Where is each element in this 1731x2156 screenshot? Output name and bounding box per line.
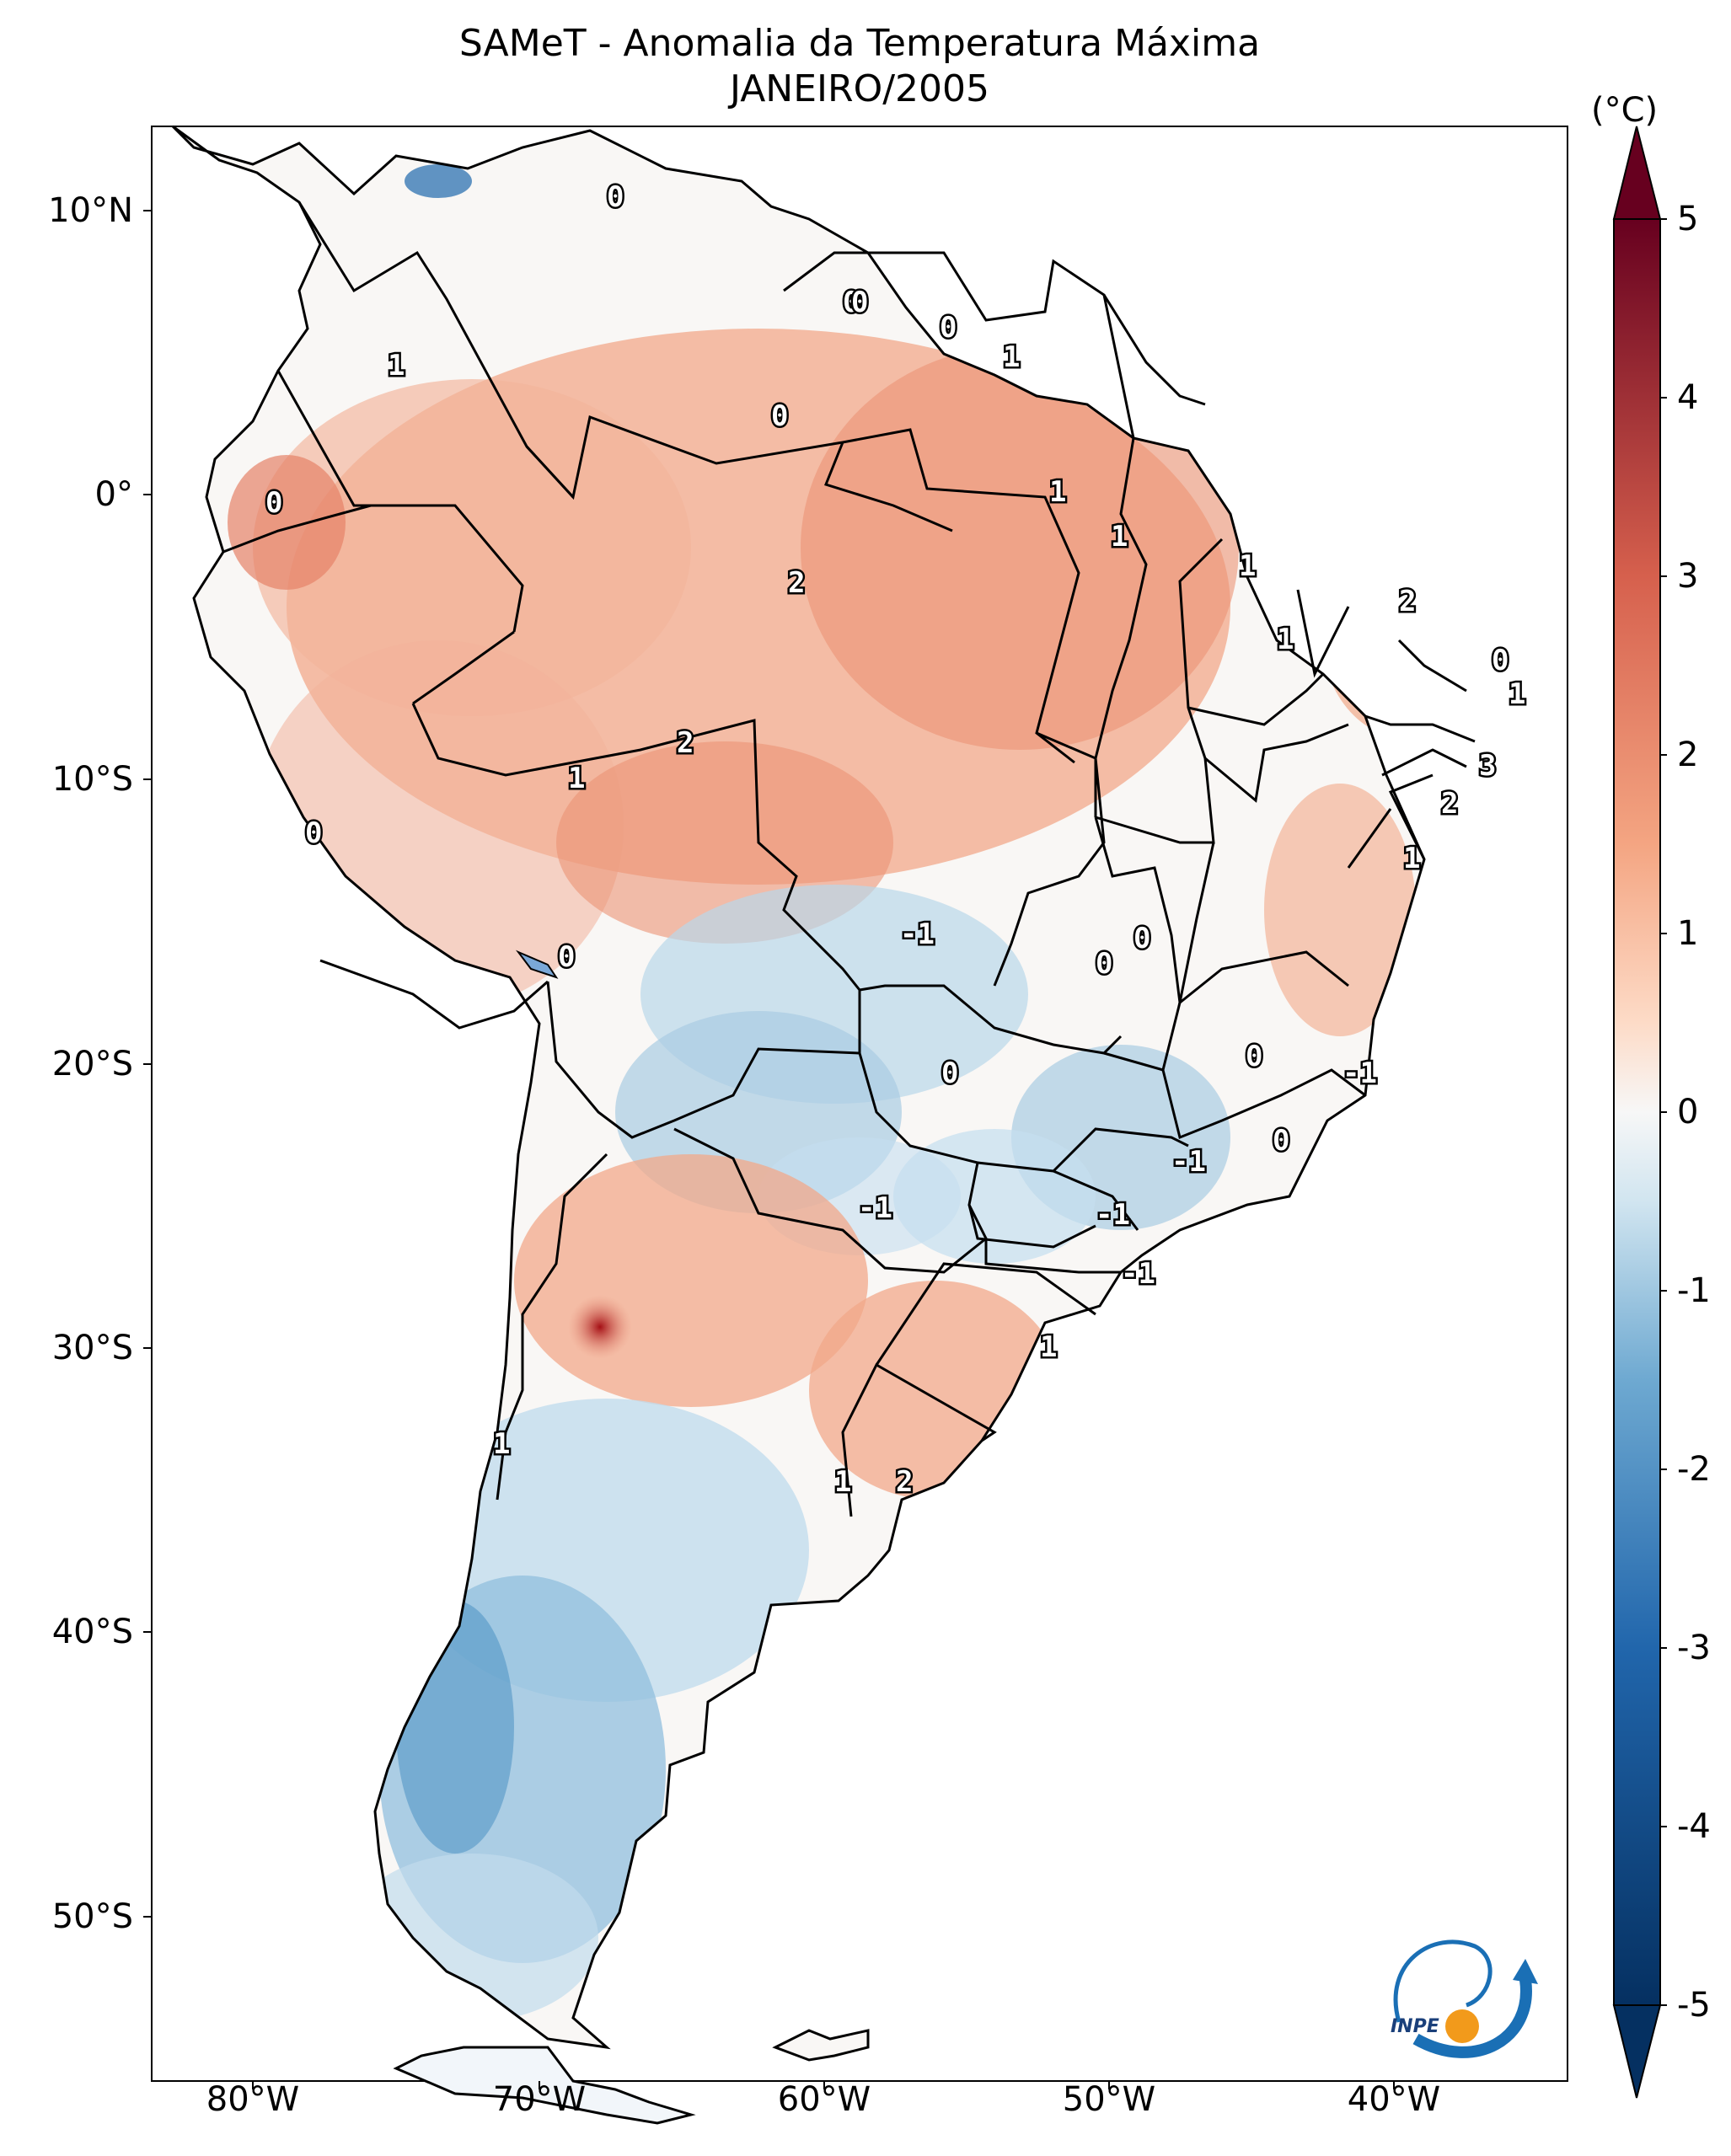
contour-label: 1 bbox=[1049, 475, 1066, 509]
contour-label: -1 bbox=[1171, 1145, 1206, 1179]
contour-label: 0 bbox=[941, 1057, 958, 1090]
contour-label: -1 bbox=[1342, 1057, 1377, 1090]
colorbar bbox=[1612, 126, 1667, 2099]
contour-label: 0 bbox=[1096, 947, 1112, 981]
contour-label: 0 bbox=[940, 311, 957, 345]
lat-label: 30°S bbox=[51, 1329, 133, 1367]
contour-label: 0 bbox=[1492, 644, 1509, 677]
contour-label: 1 bbox=[493, 1427, 510, 1461]
map-subtitle: JANEIRO/2005 bbox=[730, 67, 989, 110]
inpe-logo: INPE bbox=[1391, 1939, 1538, 2058]
lon-label: 40°W bbox=[1347, 2080, 1441, 2119]
lon-label: 60°W bbox=[777, 2080, 871, 2119]
contour-label: 1 bbox=[1403, 842, 1420, 875]
contour-label: 0 bbox=[771, 399, 788, 433]
axis-ticks bbox=[143, 210, 1395, 2089]
colorbar-tick: 4 bbox=[1677, 378, 1699, 417]
lat-label: 40°S bbox=[51, 1613, 133, 1651]
tierra-del-fuego bbox=[393, 2046, 696, 2125]
lat-label: 0° bbox=[94, 475, 133, 514]
contour-label: 2 bbox=[1399, 585, 1416, 618]
lat-label: 10°S bbox=[51, 760, 133, 799]
contour-label: 1 bbox=[1003, 340, 1020, 374]
colorbar-tick: 0 bbox=[1677, 1093, 1699, 1131]
colorbar-tick: 2 bbox=[1677, 736, 1699, 774]
contour-label: 2 bbox=[788, 566, 805, 600]
contour-label: 0 bbox=[607, 180, 624, 214]
contour-label: 0 bbox=[265, 486, 282, 520]
lon-label: 50°W bbox=[1062, 2080, 1156, 2119]
contour-label: 0 bbox=[851, 286, 868, 319]
colorbar-tick: 5 bbox=[1677, 200, 1699, 238]
contour-label: 2 bbox=[1441, 787, 1458, 821]
contour-label: 1 bbox=[1509, 677, 1525, 711]
lake-titicaca bbox=[515, 950, 559, 979]
contour-label: 1 bbox=[1277, 623, 1294, 656]
colorbar-tick: -2 bbox=[1677, 1450, 1711, 1489]
contour-label: -1 bbox=[1121, 1257, 1155, 1291]
colorbar-unit: (°C) bbox=[1591, 91, 1659, 130]
colorbar-tick: -3 bbox=[1677, 1629, 1711, 1667]
lat-label: 20°S bbox=[51, 1045, 133, 1083]
contour-label: 3 bbox=[1479, 749, 1496, 783]
contour-label: 1 bbox=[1111, 520, 1128, 554]
contour-label: 1 bbox=[388, 349, 405, 383]
contour-label: 2 bbox=[896, 1465, 913, 1499]
contour-label: -1 bbox=[858, 1191, 892, 1225]
contour-label: 0 bbox=[1273, 1124, 1289, 1158]
contour-label: 1 bbox=[834, 1465, 851, 1499]
lat-label: 50°S bbox=[51, 1897, 133, 1936]
colorbar-tick: 3 bbox=[1677, 557, 1699, 596]
lon-label: 70°W bbox=[492, 2080, 587, 2119]
contour-label: 0 bbox=[1246, 1040, 1262, 1073]
falkland-islands bbox=[772, 2029, 870, 2062]
lon-label: 80°W bbox=[206, 2080, 300, 2119]
colorbar-tick: -4 bbox=[1677, 1807, 1711, 1846]
map-title: SAMeT - Anomalia da Temperatura Máxima bbox=[458, 22, 1261, 65]
contour-label: -1 bbox=[900, 918, 935, 951]
contour-label: 1 bbox=[1239, 549, 1256, 583]
borders bbox=[222, 201, 1476, 1517]
lat-label: 10°N bbox=[48, 191, 133, 230]
contour-label: 0 bbox=[843, 286, 860, 319]
contour-label: 0 bbox=[558, 940, 575, 974]
colorbar-tick: -1 bbox=[1677, 1271, 1711, 1310]
inpe-logo-text: INPE bbox=[1391, 2016, 1439, 2037]
contour-label: -1 bbox=[1096, 1198, 1130, 1232]
colorbar-tick: -5 bbox=[1677, 1986, 1711, 2025]
contour-label: 0 bbox=[1133, 922, 1150, 955]
colorbar-tick: 1 bbox=[1677, 914, 1699, 953]
contour-label: 2 bbox=[677, 726, 694, 760]
contour-label: 1 bbox=[1040, 1330, 1057, 1364]
contour-label: 1 bbox=[568, 762, 585, 795]
contour-label: 0 bbox=[305, 816, 322, 850]
contour-labels: 0 1 0 0 0 1 0 0 1 1 0 2 2 1 2 0 1 1 1 3 … bbox=[264, 179, 1528, 1501]
